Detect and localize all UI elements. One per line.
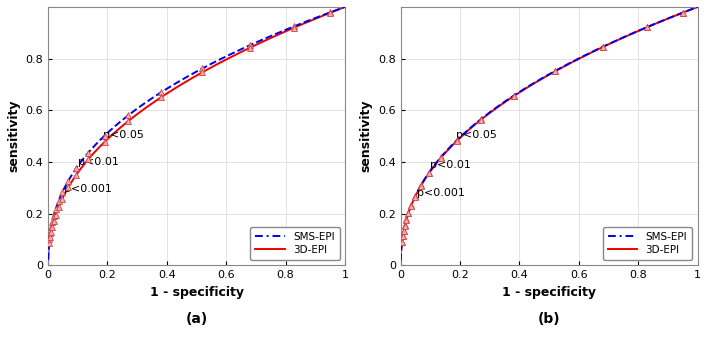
Point <box>409 194 421 200</box>
Point <box>45 234 56 240</box>
Point <box>62 178 74 184</box>
Point <box>197 66 208 71</box>
Y-axis label: sensitivity: sensitivity <box>360 100 372 173</box>
Point <box>401 216 412 222</box>
Point <box>397 233 409 239</box>
Point <box>641 24 653 30</box>
Point <box>677 10 688 16</box>
Point <box>549 68 561 74</box>
Point <box>416 183 427 189</box>
Point <box>50 206 62 211</box>
Text: (b): (b) <box>538 312 561 326</box>
X-axis label: 1 - specificity: 1 - specificity <box>502 286 596 299</box>
Point <box>416 183 427 188</box>
X-axis label: 1 - specificity: 1 - specificity <box>149 286 244 299</box>
Point <box>396 239 408 245</box>
Point <box>597 44 608 50</box>
Point <box>403 210 414 215</box>
Point <box>44 237 55 242</box>
Point <box>57 189 68 195</box>
Point <box>45 230 56 235</box>
Point <box>396 240 408 245</box>
Y-axis label: sensitivity: sensitivity <box>7 100 20 173</box>
Point <box>122 113 134 118</box>
Point <box>324 10 336 16</box>
Text: p<0.001: p<0.001 <box>64 184 113 194</box>
Point <box>409 194 421 199</box>
Point <box>475 116 486 122</box>
Text: p<0.001: p<0.001 <box>417 188 465 198</box>
Point <box>47 219 58 225</box>
Point <box>155 90 166 95</box>
Point <box>48 213 59 219</box>
Text: p<0.01: p<0.01 <box>430 160 472 170</box>
Point <box>47 224 58 229</box>
Point <box>398 228 409 234</box>
Point <box>53 198 64 204</box>
Point <box>53 204 64 210</box>
Point <box>406 203 417 208</box>
Point <box>597 44 608 50</box>
Point <box>62 185 74 190</box>
Point <box>45 225 57 230</box>
Point <box>435 155 447 161</box>
Point <box>452 138 463 143</box>
Point <box>435 155 447 160</box>
Point <box>398 228 409 233</box>
Point <box>475 117 486 122</box>
Point <box>289 25 300 30</box>
Text: (a): (a) <box>185 312 207 326</box>
Point <box>83 150 94 156</box>
Point <box>122 118 134 124</box>
Point <box>324 10 336 15</box>
Point <box>197 70 208 75</box>
Legend: SMS-EPI, 3D-EPI: SMS-EPI, 3D-EPI <box>603 227 692 260</box>
Point <box>71 165 82 171</box>
Point <box>244 42 256 48</box>
Point <box>641 24 653 30</box>
Point <box>406 203 417 209</box>
Point <box>99 133 110 138</box>
Point <box>508 94 519 99</box>
Point <box>244 45 256 50</box>
Point <box>83 157 94 162</box>
Point <box>99 139 110 145</box>
Point <box>155 95 166 100</box>
Point <box>289 23 300 29</box>
Point <box>48 219 59 224</box>
Point <box>57 196 68 201</box>
Point <box>508 93 519 98</box>
Point <box>397 233 409 238</box>
Point <box>452 137 463 143</box>
Point <box>677 10 688 16</box>
Text: p<0.01: p<0.01 <box>78 157 119 167</box>
Point <box>45 229 57 235</box>
Legend: SMS-EPI, 3D-EPI: SMS-EPI, 3D-EPI <box>250 227 340 260</box>
Point <box>549 68 561 74</box>
Point <box>399 222 411 228</box>
Text: p<0.05: p<0.05 <box>456 130 496 140</box>
Point <box>44 240 55 246</box>
Point <box>71 172 82 178</box>
Text: p<0.05: p<0.05 <box>103 130 144 140</box>
Point <box>50 212 62 217</box>
Point <box>399 223 411 228</box>
Point <box>423 170 435 175</box>
Point <box>423 170 435 176</box>
Point <box>403 210 414 216</box>
Point <box>401 217 412 223</box>
